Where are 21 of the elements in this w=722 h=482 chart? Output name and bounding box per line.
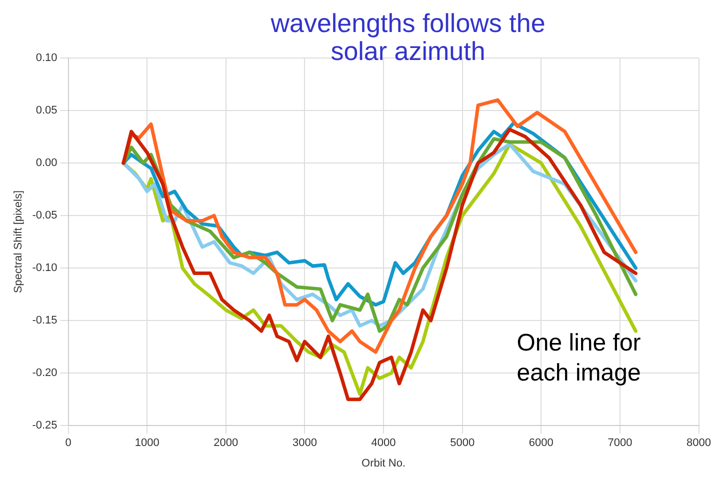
y-tick-label: -0.10: [32, 262, 58, 274]
y-tick-label: -0.20: [32, 367, 58, 380]
y-axis-title: Spectral Shift [pixels]: [12, 190, 25, 294]
x-tick-label: 1000: [134, 437, 160, 450]
y-tick-label: -0.15: [32, 314, 58, 327]
x-tick-label: 0: [65, 437, 72, 450]
y-tick-label: 0.00: [36, 157, 58, 170]
x-tick-label: 2000: [214, 437, 238, 450]
x-tick-label: 7000: [608, 437, 632, 450]
x-tick-label: 8000: [686, 437, 712, 450]
y-tick-label: -0.25: [32, 420, 58, 432]
x-tick-label: 6000: [528, 437, 554, 450]
annotation: One line for each image: [516, 330, 641, 387]
chart-title: wavelengths follows the solar azimuth: [270, 8, 546, 66]
y-tick-label: -0.05: [32, 210, 58, 222]
y-tick-label: 0.05: [36, 104, 58, 117]
x-tick-label: 4000: [371, 437, 396, 450]
x-axis-title: Orbit No.: [362, 457, 406, 470]
y-tick-label: 0.10: [36, 52, 58, 64]
x-tick-label: 3000: [292, 437, 317, 450]
x-tick-label: 5000: [450, 437, 475, 450]
